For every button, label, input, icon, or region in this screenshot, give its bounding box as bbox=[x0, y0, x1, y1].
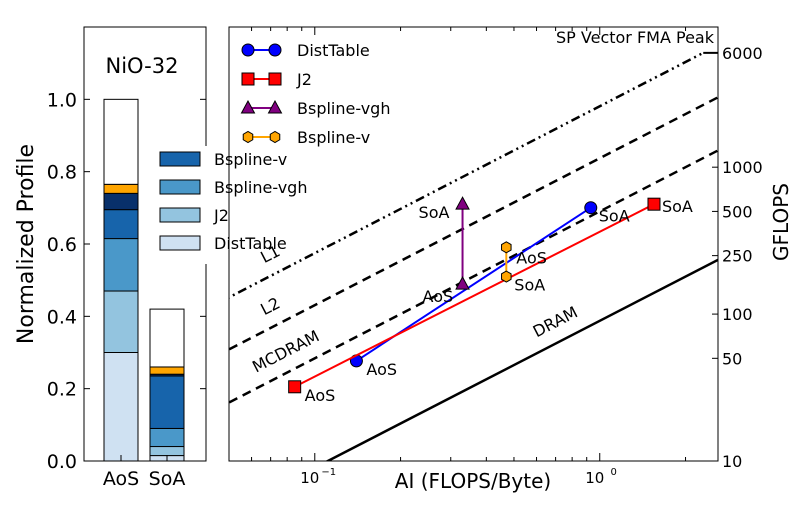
right-legend-marker-start bbox=[240, 99, 256, 114]
bar-segment-aos-5 bbox=[103, 183, 139, 194]
bar-segment-aos-1 bbox=[103, 290, 139, 353]
ceiling-line-l1 bbox=[229, 51, 704, 299]
ceiling-line-l2 bbox=[229, 96, 718, 351]
data-point-j2-aos bbox=[288, 380, 302, 394]
data-point-bspline-v-soa bbox=[501, 270, 512, 283]
data-point-j2-soa bbox=[647, 197, 661, 211]
left-y-tick-label: 0.0 bbox=[47, 451, 77, 473]
ceiling-lines bbox=[229, 51, 718, 461]
right-plot-frame bbox=[228, 26, 719, 462]
series-line-j2 bbox=[294, 203, 655, 388]
point-label-bspline-vgh-aos: AoS bbox=[423, 287, 454, 306]
right-x-tick-base: 10 bbox=[585, 469, 604, 487]
bar-segment-aos-6 bbox=[103, 98, 139, 185]
point-label-bspline-v-soa: SoA bbox=[514, 276, 545, 295]
left-chart-title: NiO-32 bbox=[106, 54, 179, 78]
right-y-tick-label: 6000 bbox=[722, 44, 763, 63]
right-legend-marker-end bbox=[268, 72, 282, 86]
bar-segment-aos-0 bbox=[103, 352, 139, 462]
ceiling-line-mcdram bbox=[229, 149, 718, 404]
right-legend: DistTable J2 Bspline-vgh Bspline-v bbox=[240, 41, 390, 147]
right-y-axis-ticks: 10 50 100 250 500 1000 6000 bbox=[712, 44, 763, 471]
left-legend-swatch bbox=[159, 151, 201, 167]
right-y-tick-label: 250 bbox=[722, 247, 753, 266]
right-y-tick-label: 100 bbox=[722, 305, 753, 324]
left-x-tick-label: AoS bbox=[103, 468, 139, 490]
point-label-disttable-soa: SoA bbox=[599, 207, 630, 226]
right-legend-marker-end bbox=[268, 43, 282, 57]
bar-segment-soa-3 bbox=[149, 375, 185, 429]
bar-segment-soa-1 bbox=[149, 446, 185, 457]
right-legend-marker-end bbox=[267, 99, 283, 114]
left-y-tick-label: 0.8 bbox=[47, 162, 77, 184]
bar-segment-soa-2 bbox=[149, 427, 185, 448]
data-point-bspline-v-aos bbox=[501, 241, 512, 254]
left-x-axis-ticks: AoS SoA bbox=[103, 455, 186, 490]
right-x-tick-exponent: 0 bbox=[611, 467, 617, 478]
bar-segment-soa-5 bbox=[149, 366, 185, 375]
left-x-tick-label: SoA bbox=[149, 468, 186, 490]
bar-segment-aos-3 bbox=[103, 209, 139, 240]
right-legend-label: Bspline-vgh bbox=[297, 99, 390, 118]
point-labels: AoS SoA AoS SoA AoS SoA AoS SoA bbox=[305, 197, 693, 405]
right-legend-marker-start bbox=[241, 43, 255, 57]
right-y-tick-label: 1000 bbox=[722, 158, 763, 177]
ceiling-line-dram bbox=[325, 258, 718, 461]
right-x-axis-label: AI (FLOPS/Byte) bbox=[395, 469, 551, 493]
left-legend-swatch bbox=[159, 235, 201, 251]
left-y-axis-label: Normalized Profile bbox=[14, 144, 39, 344]
right-x-tick-base: 10 bbox=[300, 469, 319, 487]
left-y-tick-label: 0.6 bbox=[47, 234, 77, 256]
left-y-tick-label: 1.0 bbox=[47, 89, 77, 111]
point-label-bspline-vgh-soa: SoA bbox=[419, 203, 450, 222]
right-legend-label: Bspline-v bbox=[297, 128, 370, 147]
left-legend: Bspline-v Bspline-vgh J2 DistTable bbox=[152, 146, 307, 264]
series-layer bbox=[288, 196, 661, 394]
left-y-tick-label: 0.4 bbox=[47, 306, 77, 328]
right-x-axis-ticks: 10 −1 10 0 bbox=[228, 27, 687, 487]
point-label-j2-soa: SoA bbox=[662, 197, 693, 216]
bar-segment-aos-4 bbox=[103, 192, 139, 211]
left-y-axis-ticks: 0.0 0.2 0.4 0.6 0.8 1.0 bbox=[47, 89, 206, 473]
right-x-tick-exponent: −1 bbox=[321, 467, 336, 478]
bar-stacks bbox=[103, 98, 185, 462]
right-y-axis-label: GFLOPS bbox=[769, 183, 793, 261]
bar-segment-aos-2 bbox=[103, 238, 139, 292]
right-legend-marker-start bbox=[241, 72, 255, 86]
ceiling-label-l2: L2 bbox=[257, 293, 283, 319]
bar-segment-soa-6 bbox=[149, 308, 185, 368]
left-legend-label: Bspline-vgh bbox=[214, 178, 307, 197]
right-legend-marker-end bbox=[269, 130, 281, 144]
right-y-tick-label: 10 bbox=[722, 452, 742, 471]
data-point-bspline-vgh-soa bbox=[455, 196, 470, 210]
point-label-j2-aos: AoS bbox=[305, 386, 336, 405]
ceiling-label-peak: SP Vector FMA Peak bbox=[556, 28, 715, 47]
left-y-tick-label: 0.2 bbox=[47, 379, 77, 401]
left-legend-label: DistTable bbox=[214, 234, 287, 253]
left-legend-label: Bspline-v bbox=[214, 150, 287, 169]
left-legend-swatch bbox=[159, 179, 201, 195]
stacked-bar-chart: 0.0 0.2 0.4 0.6 0.8 1.0 AoS SoA NiO-32 Normali… bbox=[14, 26, 307, 490]
right-y-tick-label: 500 bbox=[722, 202, 753, 221]
point-label-bspline-v-aos: AoS bbox=[516, 248, 547, 267]
data-point-disttable-soa bbox=[584, 201, 598, 215]
left-legend-label: J2 bbox=[213, 206, 229, 225]
right-legend-label: J2 bbox=[296, 70, 312, 89]
point-label-disttable-aos: AoS bbox=[366, 360, 397, 379]
right-y-tick-label: 50 bbox=[722, 349, 742, 368]
left-legend-swatch bbox=[159, 207, 201, 223]
data-point-bspline-vgh-aos bbox=[455, 276, 470, 290]
right-legend-marker-start bbox=[242, 130, 254, 144]
right-legend-label: DistTable bbox=[297, 41, 370, 60]
